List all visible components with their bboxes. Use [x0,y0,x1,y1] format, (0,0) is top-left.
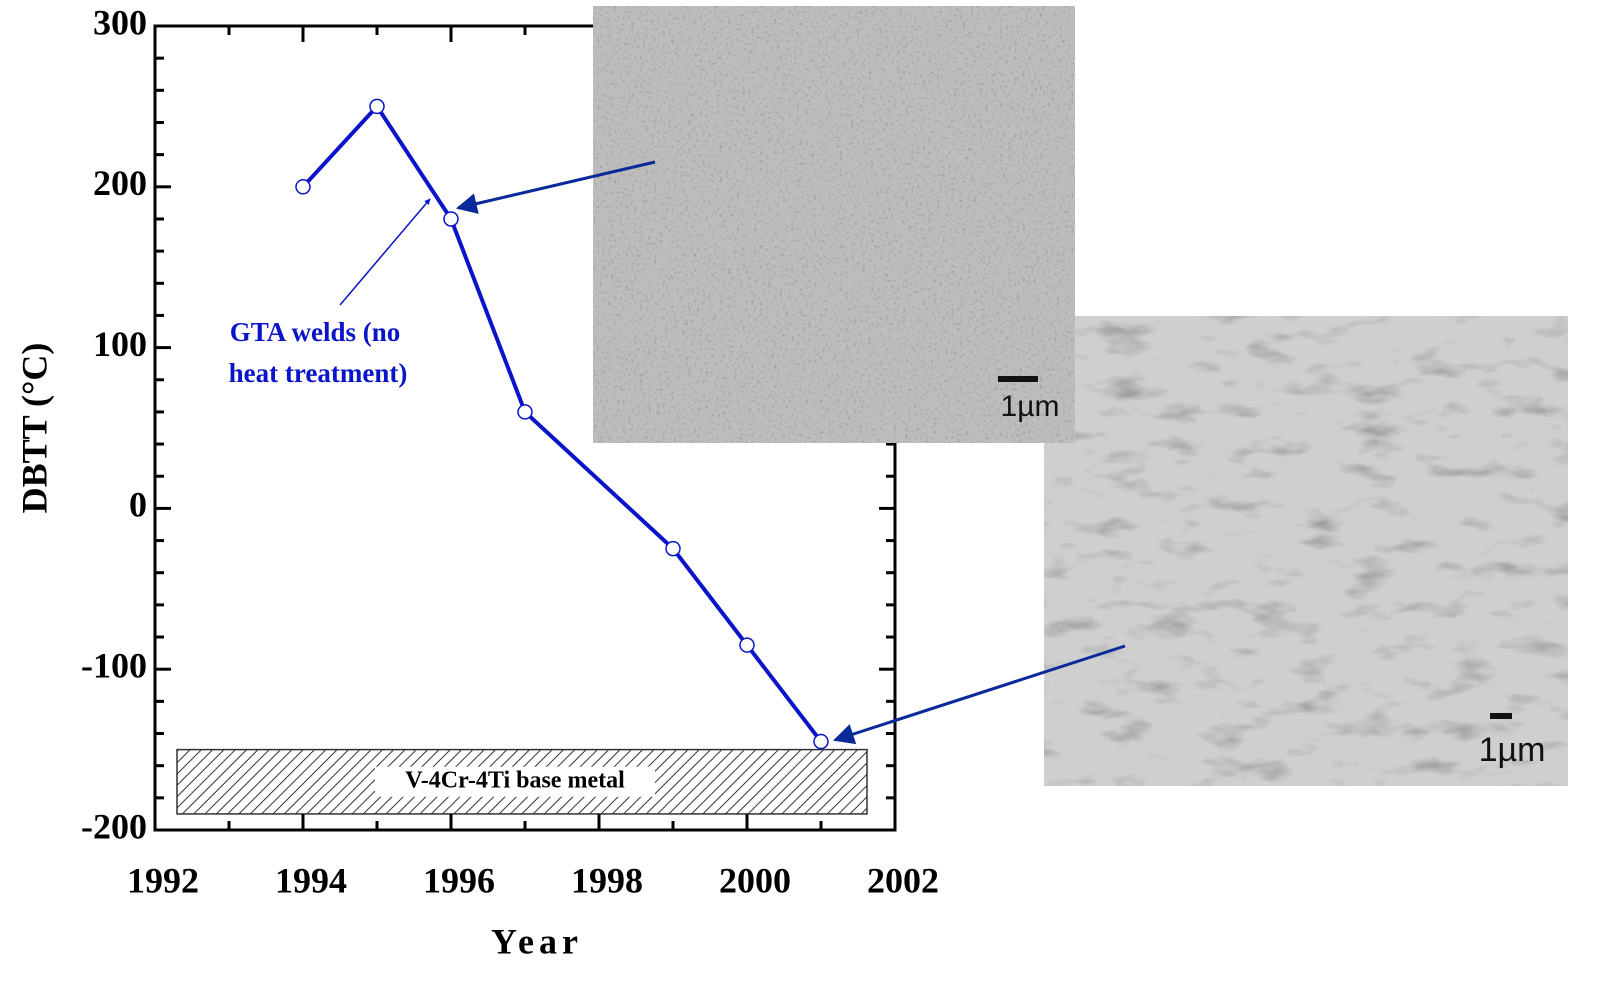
x-tick-label: 2000 [719,860,791,900]
y-tick-label: 0 [129,485,147,525]
point [443,211,459,227]
y-tick-label: -200 [81,806,147,846]
point [517,404,533,420]
y-tick-label: 200 [93,163,147,203]
y-tick-label: 300 [93,2,147,42]
x-axis-title: Year [491,921,583,961]
y-tick-label: 100 [93,324,147,364]
x-tick-label: 1992 [127,860,199,900]
micrograph-image [593,6,1075,443]
micrograph: 1µm [1044,316,1568,786]
point [739,637,755,653]
x-tick-label: 2002 [867,860,939,900]
x-tick-label: 1996 [423,860,495,900]
micrograph: 1µm [593,6,1075,443]
band-label: V-4Cr-4Ti base metal [405,767,625,793]
point [813,733,829,750]
scale-label: 1µm [1479,731,1546,769]
scale-bar [1490,713,1512,719]
point [369,98,385,115]
y-tick-label: -100 [81,645,147,685]
point [665,540,681,557]
micrograph-image [1044,316,1568,786]
point [295,179,311,195]
x-tick-label: 1994 [275,860,347,900]
scale-label: 1µm [1001,390,1060,423]
annotation: heat treatment) [229,358,408,388]
scale-bar [998,376,1038,382]
pointer-arrow [833,644,1126,745]
band-label-bg [375,766,655,797]
annotation: GTA welds (no [230,317,401,347]
annotation-arrow [339,198,431,306]
pointer-arrow [455,160,656,214]
x-tick-label: 1998 [571,860,643,900]
y-axis-title: DBTT (°C) [14,343,54,514]
